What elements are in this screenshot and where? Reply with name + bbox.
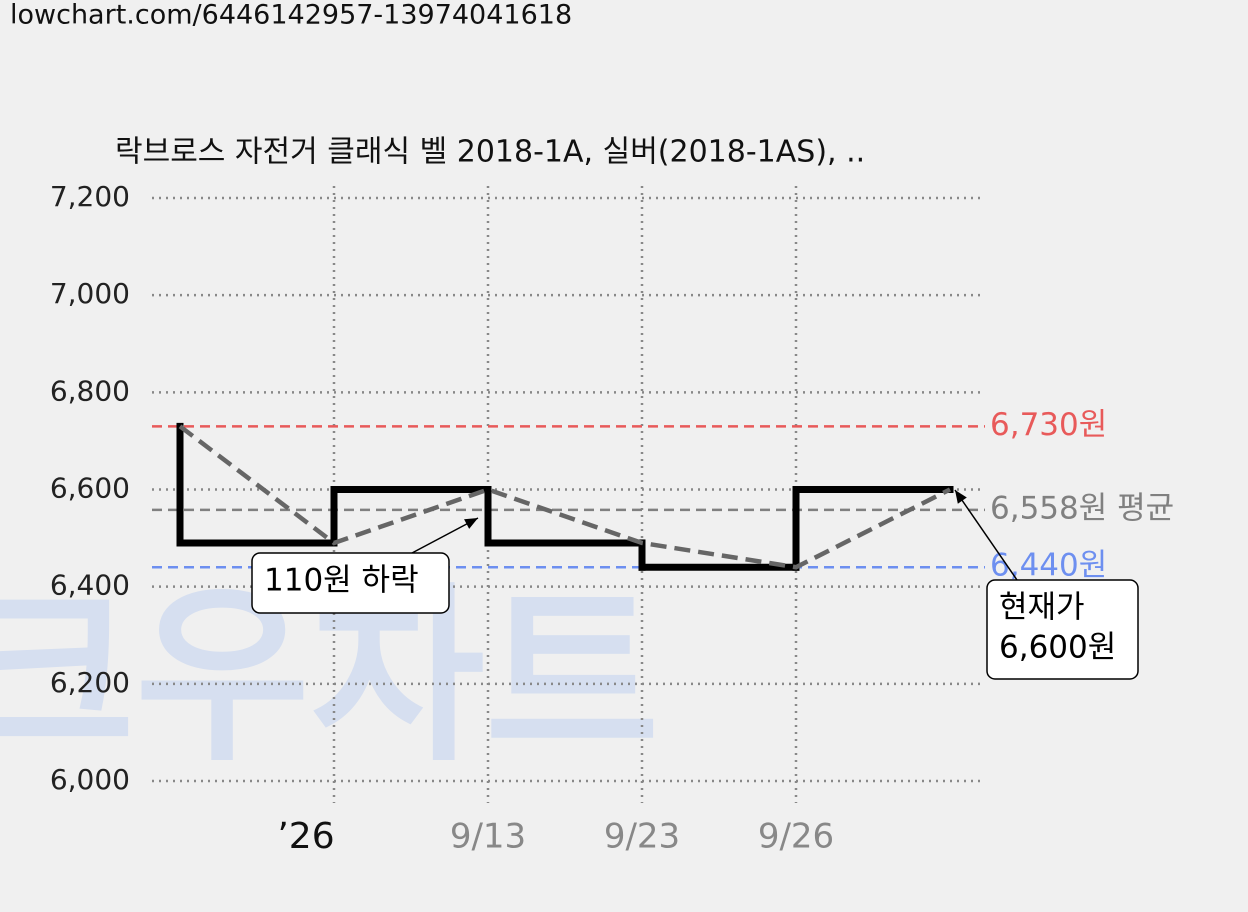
arrow-head [955, 490, 967, 504]
chart-title: 락브로스 자전거 클래식 벨 2018-1A, 실버(2018-1AS), .. [115, 135, 865, 170]
x-tick-label: ’26 [277, 816, 334, 857]
annotation-text: 110원 하락 [264, 563, 419, 599]
reference-label: 6,558원 평균 [990, 490, 1174, 526]
annotation-text: 6,600원 [999, 630, 1116, 666]
arrow-head [464, 518, 478, 529]
y-tick-label: 7,200 [50, 180, 130, 213]
annotation-box [251, 552, 450, 614]
y-tick-label: 6,000 [50, 763, 130, 796]
x-tick-label: 9/26 [758, 817, 834, 857]
y-tick-label: 7,000 [50, 277, 130, 310]
price-line [178, 424, 952, 570]
url: lowchart.com/6446142957-13974041618 [10, 0, 572, 31]
x-tick-label: 9/13 [450, 817, 526, 857]
annotation-box [986, 579, 1139, 680]
reference-label: 6,440원 [990, 548, 1107, 584]
annotation-text: 현재가 [999, 590, 1085, 626]
y-tick-label: 6,800 [50, 374, 130, 407]
annotation-arrow [954, 489, 1018, 581]
y-tick-label: 6,600 [50, 472, 130, 505]
reference-label: 6,730원 [990, 407, 1107, 443]
x-tick-label: 9/23 [604, 817, 680, 857]
y-tick-label: 6,400 [50, 569, 130, 602]
y-tick-label: 6,200 [50, 666, 130, 699]
